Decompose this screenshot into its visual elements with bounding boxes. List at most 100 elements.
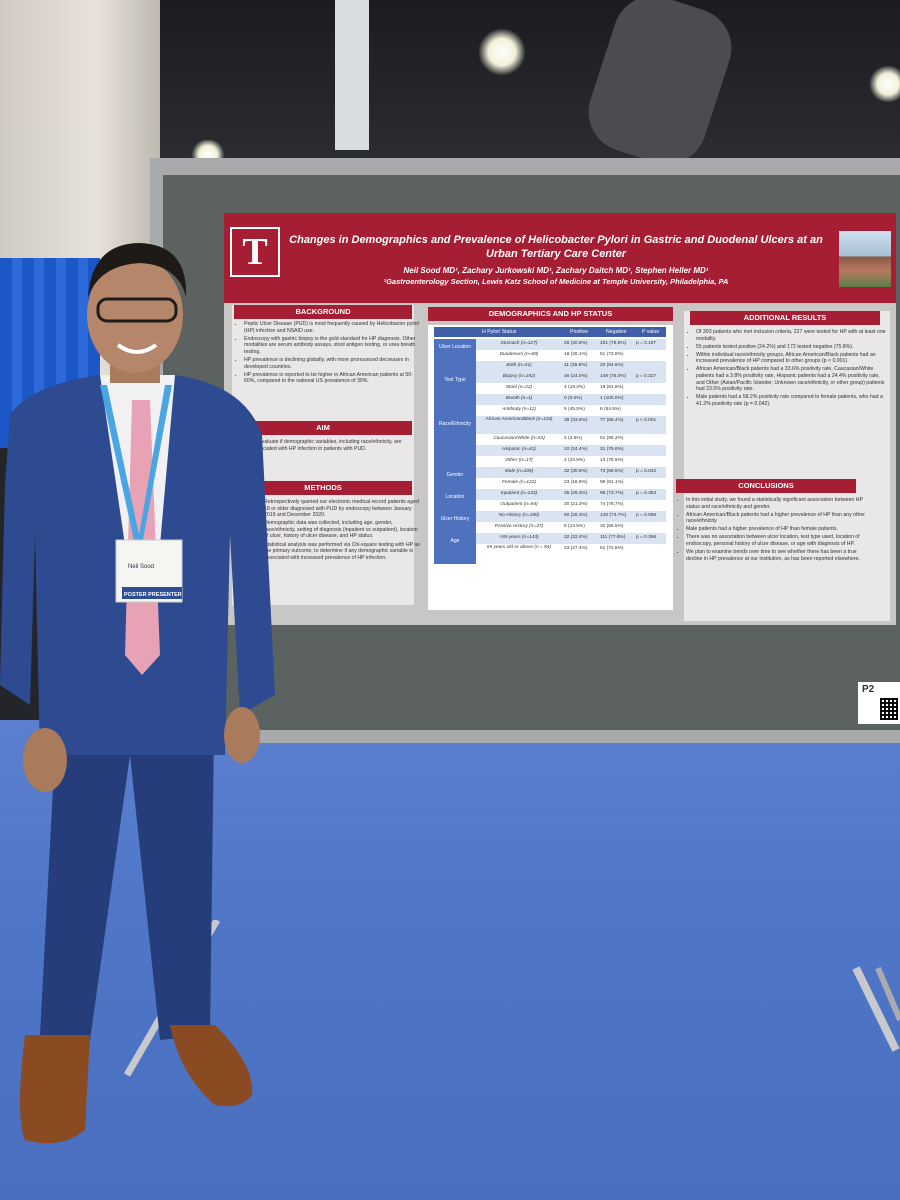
face	[87, 257, 183, 373]
background-heading: BACKGROUND	[234, 305, 412, 319]
table-row: Other (n=17) 4 (23.5%) 13 (76.5%)	[476, 456, 666, 467]
bullet: There was no association between ulcer l…	[686, 534, 872, 547]
poster-header: T Changes in Demographics and Prevalence…	[224, 213, 896, 303]
right-shoe	[170, 1025, 253, 1107]
table-row: Duodenum (n=69) 18 (26.1%) 51 (73.9%)	[476, 350, 666, 361]
table-row: <65 years (n=143) 32 (22.4%) 111 (77.6%) p …	[476, 533, 666, 544]
table-cell: 20 (64.5%)	[600, 363, 624, 368]
additional-results-heading: ADDITIONAL RESULTS	[690, 311, 880, 325]
bullet: Male patients had a 58.2% positivity rat…	[696, 394, 886, 407]
badge-ribbon	[122, 587, 182, 599]
table-category: Race/Ethnicity	[434, 416, 476, 469]
demographics-table: H Pylori Status Positive Negative P valu…	[428, 325, 673, 610]
conclusions-heading: CONCLUSIONS	[676, 479, 856, 493]
col-header: H Pylori Status	[482, 329, 517, 335]
table-cell: 101 (79.5%)	[600, 341, 627, 346]
table-cell: 50 (26.3%)	[564, 513, 588, 518]
table-cell: 18 (81.8%)	[600, 385, 624, 390]
bullet: HP prevalence is reported to be higher i…	[244, 372, 420, 385]
research-poster: T Changes in Demographics and Prevalence…	[224, 213, 896, 625]
air-duct	[578, 0, 742, 175]
table-cell: 23 (18.9%)	[564, 480, 588, 485]
poster-authors: Neil Sood MD¹, Zachary Jurkowski MD¹, Za…	[403, 266, 709, 275]
table-row: Breath (n=1) 0 (0.0%) 1 (100.0%)	[476, 394, 666, 405]
table-cell: Outpatient (n=94)	[500, 502, 538, 507]
table-cell: Biopsy (n=192)	[502, 374, 536, 379]
table-row: Antibody (n=11) 5 (45.5%) 6 (54.5%)	[476, 405, 666, 416]
table-cell: 4 (23.5%)	[564, 458, 585, 463]
table-cell: Stool (n=22)	[505, 385, 533, 390]
table-cell: 5 (13.5%)	[564, 524, 585, 529]
background-bullets: Peptic Ulcer Disease (PUD) is most frequ…	[230, 321, 420, 386]
table-cell: 11 (35.5%)	[564, 363, 588, 368]
table-cell: 18 (26.1%)	[564, 352, 588, 357]
table-cell: 4 (18.2%)	[564, 385, 585, 390]
table-cell: 5 (45.5%)	[564, 407, 585, 412]
table-cell: No History (n=190)	[498, 513, 540, 518]
table-cell: 73 (69.5%)	[600, 469, 624, 474]
table-cell: 74 (78.7%)	[600, 502, 624, 507]
bullet: Of 303 patients who met inclusion criter…	[696, 329, 886, 342]
table-row: Inpatient (n=133) 35 (26.3%) 98 (73.7%) p =…	[476, 489, 666, 500]
bullet: We plan to examine trends over time to s…	[686, 549, 872, 562]
aim-text: To evaluate if demographic variables, in…	[252, 439, 402, 452]
lanyard	[100, 385, 172, 545]
bullet: Male patients had a higher prevalence of…	[686, 526, 872, 533]
bullet: Peptic Ulcer Disease (PUD) is most frequ…	[244, 321, 420, 334]
hanging-sign	[335, 0, 369, 150]
table-row: Caucasian/White (n=53) 2 (3.8%) 51 (96.2%)	[476, 434, 666, 445]
table-row: 65 years old or above (n = 84) 23 (27.4%)…	[476, 544, 666, 562]
table-cell: 26 (20.5%)	[564, 341, 588, 346]
ceiling-light	[478, 28, 526, 76]
table-cell: 77 (66.4%)	[600, 418, 624, 423]
table-cell: Stomach (n=127)	[500, 341, 538, 346]
table-category: Gender	[434, 467, 476, 491]
bullet: Endoscopy with gastric biopsy is the gol…	[244, 336, 420, 356]
table-cell: 146 (76.0%)	[600, 374, 627, 379]
smile	[116, 343, 158, 354]
qr-code-card: P2	[858, 682, 900, 724]
table-cell: Female (n=122)	[502, 480, 536, 485]
temple-logo-icon: T	[230, 227, 280, 277]
ceiling-light	[868, 66, 900, 102]
building-photo	[839, 231, 891, 287]
table-cell: p < 0.001	[636, 418, 657, 423]
table-cell: p = 0.396	[636, 535, 657, 540]
bullet: HP prevalence is declining globally, wit…	[244, 357, 420, 370]
table-row: Male (n=105) 32 (30.5%) 73 (69.5%) p = 0.04…	[476, 467, 666, 478]
conclusions-bullets: In this initial study, we found a statis…	[672, 497, 872, 564]
table-cell: p = 0.197	[636, 341, 657, 346]
table-cell: 51 (73.9%)	[600, 352, 624, 357]
left-shoe	[20, 1035, 90, 1144]
right-column	[684, 311, 890, 621]
col-header: P value	[642, 329, 660, 335]
bullet: African American/Black patients had a hi…	[686, 512, 872, 525]
table-cell: Both (n=31)	[506, 363, 532, 368]
table-cell: p = 0.327	[636, 374, 657, 379]
table-cell: 23 (27.4%)	[564, 546, 588, 551]
table-cell: 61 (72.6%)	[600, 546, 624, 551]
table-cell: 46 (24.0%)	[564, 374, 588, 379]
table-cell: 1 (100.0%)	[600, 396, 624, 401]
table-cell: 98 (73.7%)	[600, 491, 624, 496]
table-category: Ulcer Location	[434, 339, 476, 374]
poster-title: Changes in Demographics and Prevalence o…	[289, 234, 823, 260]
table-cell: Caucasian/White (n=53)	[493, 436, 545, 441]
poster-affiliation: ¹Gastroenterology Section, Lewis Katz Sc…	[383, 277, 729, 286]
additional-results-bullets: Of 303 patients who met inclusion criter…	[682, 329, 886, 409]
table-cell: 35 (26.3%)	[564, 491, 588, 496]
table-cell: p = 0.042	[636, 469, 657, 474]
table-category: Ulcer History	[434, 511, 476, 535]
table-row: Outpatient (n=94) 20 (21.3%) 74 (78.7%)	[476, 500, 666, 511]
bullet: Demographic data was collected, includin…	[264, 520, 420, 540]
table-cell: 32 (22.4%)	[564, 535, 588, 540]
table-cell: 6 (54.5%)	[600, 407, 621, 412]
table-cell: Positive History (n=37)	[494, 524, 544, 529]
table-row: Hispanic (n=41) 10 (24.4%) 31 (75.6%)	[476, 445, 666, 456]
table-cell: 31 (75.6%)	[600, 447, 624, 452]
table-row: Positive History (n=37) 5 (13.5%) 32 (86.5…	[476, 522, 666, 533]
right-hand	[224, 707, 260, 763]
table-cell: 51 (96.2%)	[600, 436, 624, 441]
bullet: Within individual race/ethnicity groups,…	[696, 352, 886, 365]
bullet: Retrospectively queried our electronic m…	[264, 499, 420, 519]
